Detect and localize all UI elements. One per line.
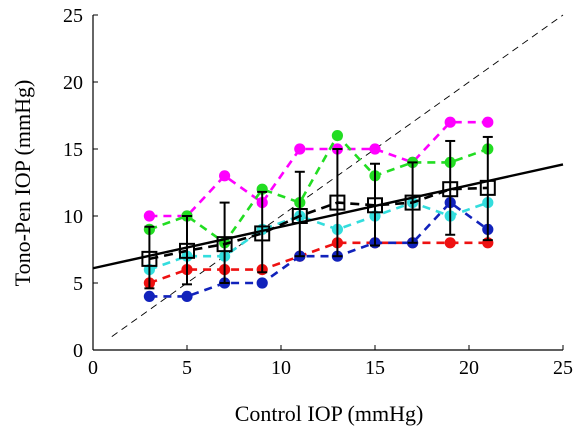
x-tick-label: 10: [271, 357, 291, 379]
mean-line: [149, 186, 488, 261]
y-tick-label: 20: [63, 72, 83, 94]
series-point: [181, 290, 193, 302]
series-line: [149, 200, 489, 298]
mean-marker: [141, 250, 158, 267]
series-line: [148, 133, 489, 245]
series-line: [148, 241, 488, 285]
x-tick-label: 5: [182, 357, 192, 379]
mean-marker: [479, 179, 496, 196]
series-4: [143, 197, 494, 302]
mean-marker: [179, 242, 195, 259]
series-point: [143, 210, 155, 222]
series-point: [444, 237, 456, 249]
series-point: [294, 143, 306, 155]
series-2: [143, 197, 494, 276]
y-tick-label: 10: [63, 206, 83, 228]
mean-marker: [404, 194, 421, 211]
y-axis-title: Tono-Pen IOP (mmHg): [10, 80, 35, 287]
x-tick-label: 25: [553, 357, 573, 379]
x-axis-title: Control IOP (mmHg): [235, 401, 424, 426]
x-tick-label: 15: [365, 357, 385, 379]
x-tick-label: 20: [459, 357, 479, 379]
series-point: [219, 170, 231, 182]
series-point: [444, 116, 456, 128]
mean-marker: [291, 208, 308, 224]
mean-marker: [254, 225, 271, 242]
mean-marker: [442, 181, 459, 198]
series-line: [148, 201, 489, 271]
series-point: [143, 290, 155, 302]
series-point: [331, 130, 343, 142]
mean-layer: [141, 135, 496, 290]
mean-marker: [329, 194, 346, 211]
mean-marker: [367, 197, 383, 214]
x-tick-label: 0: [88, 357, 98, 379]
series-point: [482, 116, 494, 128]
series-layer: [143, 116, 494, 302]
axes: 0 5 10 15 20 25 0 5 10 15 20 25: [63, 5, 573, 379]
series-point: [256, 277, 268, 289]
y-tick-label: 25: [63, 5, 83, 27]
mean-marker: [216, 236, 233, 253]
mean-series: [141, 135, 496, 290]
y-tick-label: 5: [73, 273, 83, 295]
y-tick-label: 0: [73, 340, 83, 362]
y-tick-label: 15: [63, 139, 83, 161]
series-point: [369, 143, 381, 155]
